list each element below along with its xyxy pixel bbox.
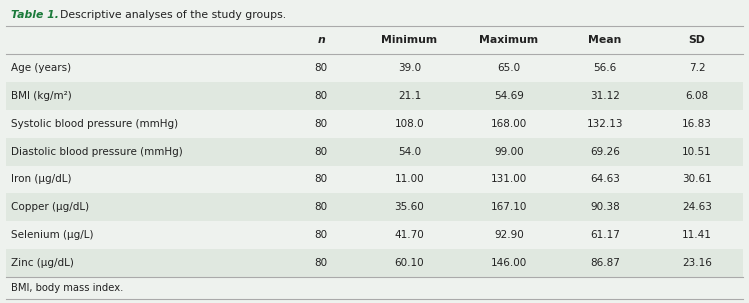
Text: Selenium (μg/L): Selenium (μg/L) [11, 230, 94, 240]
Text: 35.60: 35.60 [395, 202, 425, 212]
Text: 86.87: 86.87 [590, 258, 619, 268]
Text: 80: 80 [315, 147, 327, 157]
Text: Zinc (μg/dL): Zinc (μg/dL) [11, 258, 74, 268]
Text: 60.10: 60.10 [395, 258, 425, 268]
Bar [6, 4, 743, 26]
Bar [6, 249, 743, 277]
Text: Iron (μg/dL): Iron (μg/dL) [11, 175, 71, 185]
Bar [6, 110, 743, 138]
Text: 80: 80 [315, 258, 327, 268]
Text: 7.2: 7.2 [688, 63, 706, 73]
Text: 90.38: 90.38 [590, 202, 619, 212]
Text: 132.13: 132.13 [586, 119, 623, 129]
Text: 16.83: 16.83 [682, 119, 712, 129]
Text: Copper (μg/dL): Copper (μg/dL) [11, 202, 89, 212]
Text: 80: 80 [315, 202, 327, 212]
Text: Descriptive analyses of the study groups.: Descriptive analyses of the study groups… [53, 10, 286, 20]
Text: 39.0: 39.0 [398, 63, 421, 73]
Bar [6, 193, 743, 221]
Text: 65.0: 65.0 [497, 63, 521, 73]
Bar [6, 277, 743, 299]
Text: Diastolic blood pressure (mmHg): Diastolic blood pressure (mmHg) [11, 147, 183, 157]
Text: 108.0: 108.0 [395, 119, 425, 129]
Text: 54.69: 54.69 [494, 91, 524, 101]
Bar [6, 54, 743, 82]
Bar [6, 165, 743, 193]
Bar [6, 221, 743, 249]
Text: 168.00: 168.00 [491, 119, 527, 129]
Text: 56.6: 56.6 [593, 63, 616, 73]
Text: Age (years): Age (years) [11, 63, 71, 73]
Text: 6.08: 6.08 [685, 91, 709, 101]
Text: Systolic blood pressure (mmHg): Systolic blood pressure (mmHg) [11, 119, 178, 129]
Text: 11.00: 11.00 [395, 175, 425, 185]
Text: 69.26: 69.26 [590, 147, 619, 157]
Text: 24.63: 24.63 [682, 202, 712, 212]
Bar [6, 26, 743, 54]
Text: 31.12: 31.12 [590, 91, 619, 101]
Text: 30.61: 30.61 [682, 175, 712, 185]
Text: Table 1.: Table 1. [11, 10, 59, 20]
Text: 23.16: 23.16 [682, 258, 712, 268]
Text: 131.00: 131.00 [491, 175, 527, 185]
Text: Minimum: Minimum [381, 35, 437, 45]
Text: 80: 80 [315, 63, 327, 73]
Text: 61.17: 61.17 [590, 230, 619, 240]
Text: 64.63: 64.63 [590, 175, 619, 185]
Bar [6, 82, 743, 110]
Text: Maximum: Maximum [479, 35, 539, 45]
Text: 11.41: 11.41 [682, 230, 712, 240]
Text: 99.00: 99.00 [494, 147, 524, 157]
Text: 80: 80 [315, 91, 327, 101]
Text: BMI (kg/m²): BMI (kg/m²) [11, 91, 72, 101]
Text: 92.90: 92.90 [494, 230, 524, 240]
Bar [6, 138, 743, 165]
Text: 41.70: 41.70 [395, 230, 425, 240]
Text: 80: 80 [315, 119, 327, 129]
Text: n: n [317, 35, 325, 45]
Text: 167.10: 167.10 [491, 202, 527, 212]
Text: Mean: Mean [588, 35, 622, 45]
Text: 10.51: 10.51 [682, 147, 712, 157]
Text: 146.00: 146.00 [491, 258, 527, 268]
Text: 80: 80 [315, 175, 327, 185]
Text: 21.1: 21.1 [398, 91, 421, 101]
Text: 80: 80 [315, 230, 327, 240]
Text: SD: SD [688, 35, 706, 45]
Text: BMI, body mass index.: BMI, body mass index. [11, 283, 124, 293]
Text: 54.0: 54.0 [398, 147, 421, 157]
